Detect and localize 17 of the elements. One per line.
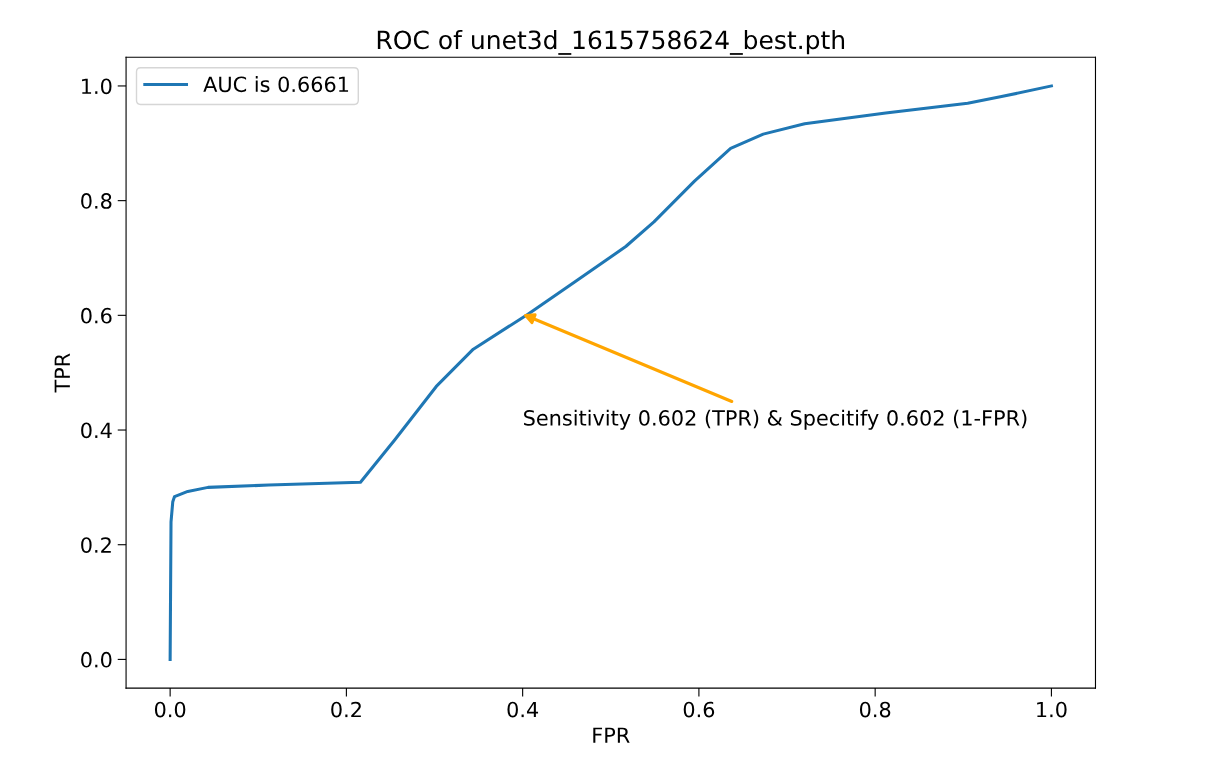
x-tick-label: 0.4 [507, 701, 539, 718]
x-tick-label: 0.6 [683, 701, 715, 718]
y-axis-title: TPR [54, 353, 70, 393]
x-tick-label: 1.0 [1037, 701, 1067, 718]
y-tick-label: 0.6 [81, 307, 112, 324]
x-axis-title: FPR [593, 727, 630, 743]
y-tick-label: 0.8 [81, 193, 112, 209]
annotation: Sensitivity 0.602 (TPR) & Specitify 0.602 (1-FPR) [524, 409, 1027, 430]
y-tick-label: 1.0 [82, 78, 112, 95]
legend-label: AUC is 0.6661 [203, 76, 349, 93]
y-tick-label: 0.4 [81, 422, 112, 439]
x-tick-label: 0.0 [154, 701, 186, 718]
chart-title: ROC of unet3d_1615758624_best.pth [377, 29, 845, 55]
y-tick-label: 0.0 [81, 651, 112, 668]
y-tick-label: 0.2 [81, 537, 111, 553]
x-tick-label: 0.8 [859, 701, 891, 718]
x-tick-label: 0.2 [331, 701, 361, 718]
